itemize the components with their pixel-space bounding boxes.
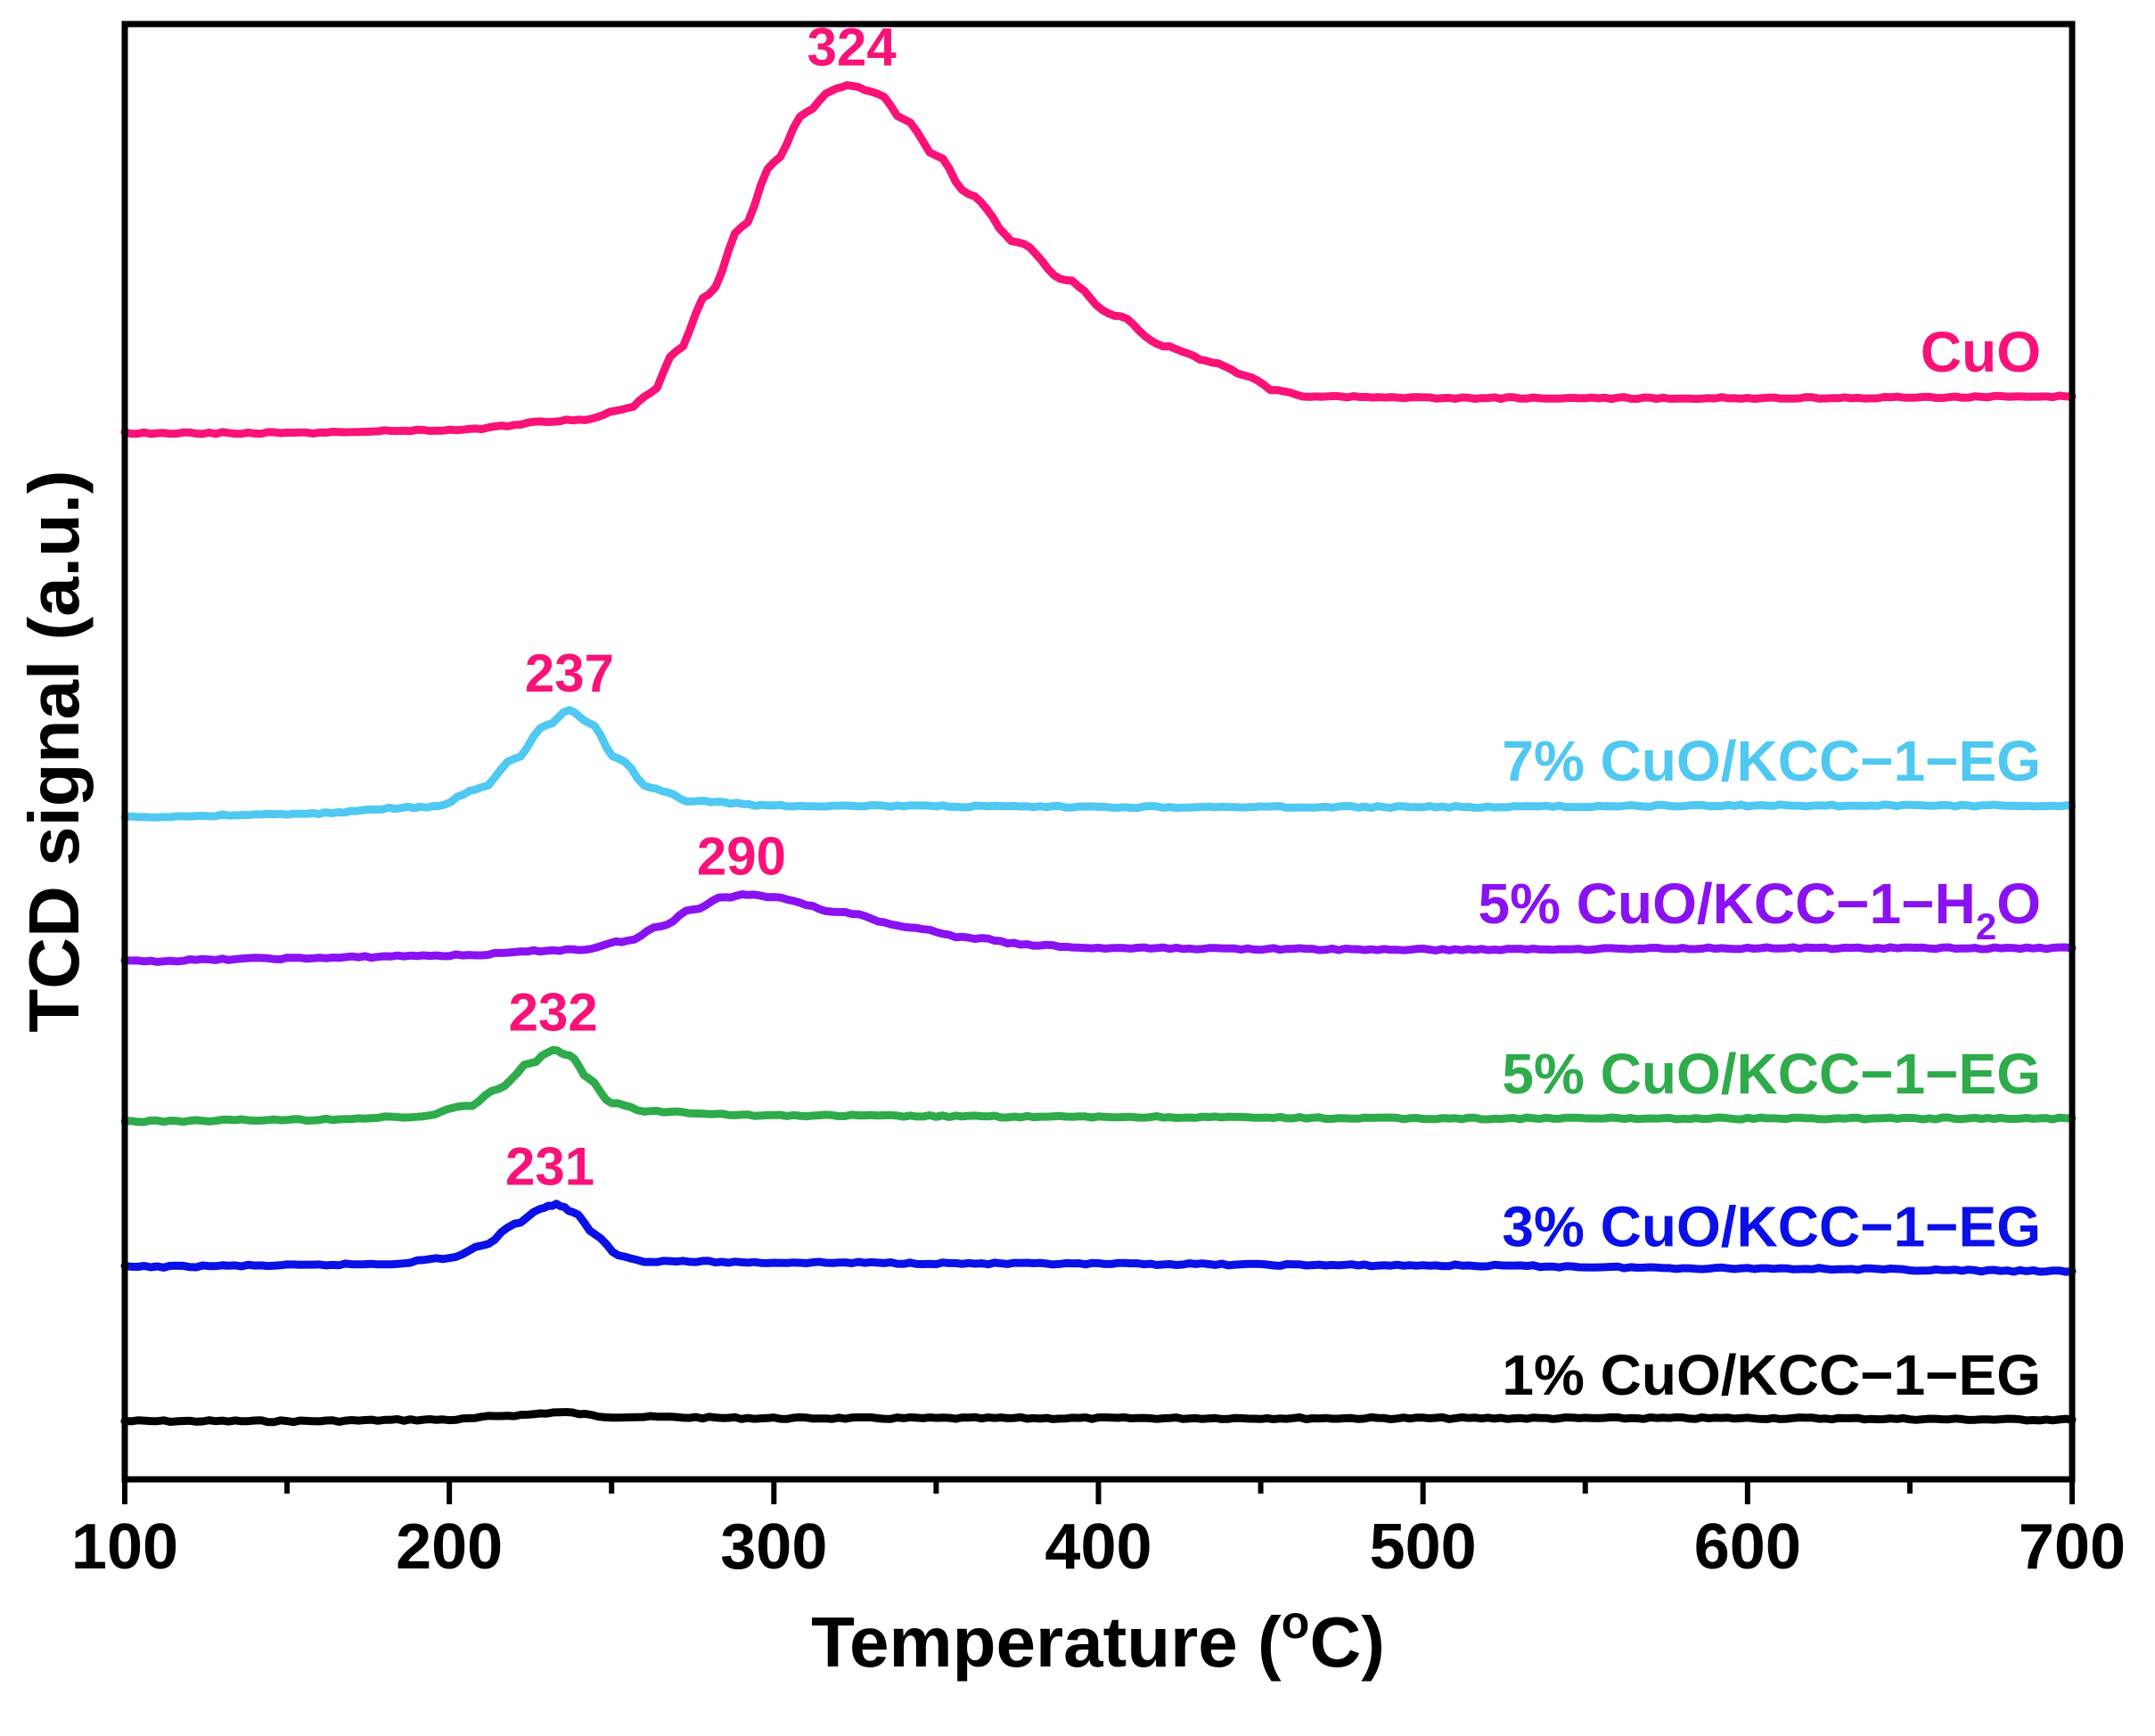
x-tick-label: 100 <box>71 1511 178 1583</box>
x-axis-title: Temperature (oC) <box>811 1597 1385 1682</box>
y-axis-title: TCD signal (a.u.) <box>14 470 94 1032</box>
peak-label: 232 <box>509 982 598 1042</box>
series-label: 5% CuO/KCC−1−EG <box>1502 1042 2041 1106</box>
x-tick-label: 200 <box>396 1511 503 1583</box>
x-tick-label: 400 <box>1045 1511 1151 1583</box>
x-tick-label: 300 <box>720 1511 827 1583</box>
series-label: 3% CuO/KCC−1−EG <box>1502 1194 2041 1258</box>
series-line <box>120 1045 2077 1126</box>
x-axis-ticks: 100 200 300 400 500 600 700 <box>71 1479 2126 1583</box>
series-label: 7% CuO/KCC−1−EG <box>1502 729 2041 793</box>
series-label: 1% CuO/KCC−1−EG <box>1502 1343 2041 1407</box>
peak-label: 290 <box>697 827 786 887</box>
x-axis-title-unit: C) <box>1309 1602 1384 1682</box>
series-line <box>120 81 2077 438</box>
peak-label: 237 <box>525 643 614 703</box>
series-line <box>120 1408 2077 1427</box>
series-line <box>120 1200 2077 1276</box>
peak-label: 324 <box>807 18 897 78</box>
curves-layer <box>120 81 2077 1427</box>
x-axis-title-degree: o <box>1282 1597 1310 1649</box>
x-tick-label: 700 <box>2019 1511 2126 1583</box>
series-label: CuO <box>1921 320 2041 384</box>
peak-label: 231 <box>505 1136 594 1196</box>
x-tick-label: 600 <box>1694 1511 1801 1583</box>
series-label: 5% CuO/KCC−1−H2O <box>1478 872 2041 947</box>
series-line <box>120 706 2077 822</box>
labels-layer: 1% CuO/KCC−1−EG 3% CuO/KCC−1−EG 231 5% CuO/… <box>505 18 2041 1407</box>
x-tick-label: 500 <box>1370 1511 1477 1583</box>
x-axis-title-main: Temperature ( <box>811 1602 1282 1682</box>
series-line <box>120 890 2077 966</box>
